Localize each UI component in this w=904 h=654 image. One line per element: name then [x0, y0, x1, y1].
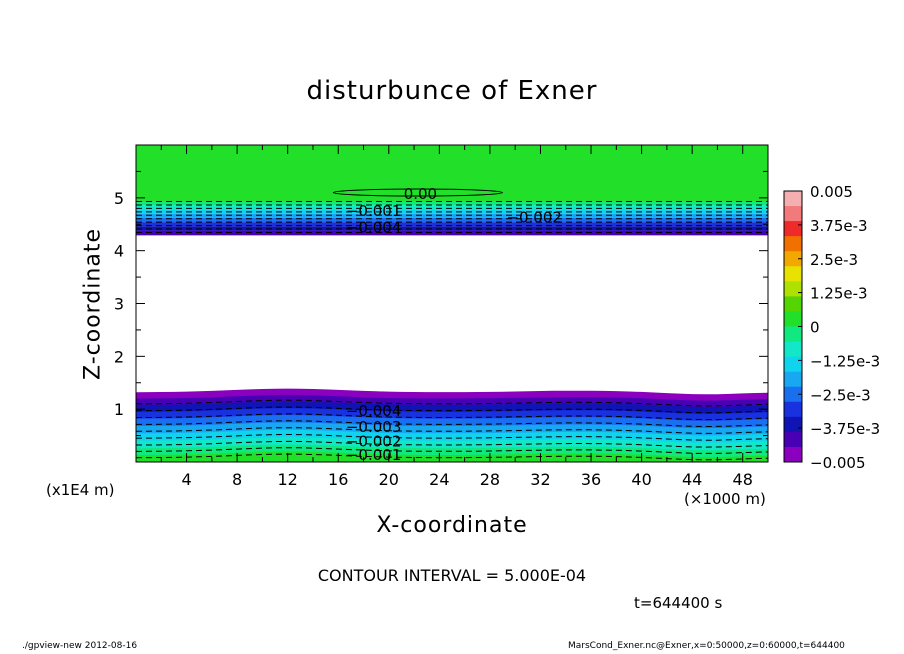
colorbar-swatch	[784, 206, 802, 222]
zero-contour-loop	[332, 188, 504, 197]
x-tick-label: 32	[530, 470, 550, 489]
x-tick-label: 8	[232, 470, 242, 489]
footer-right: MarsCond_Exner.nc@Exner,x=0:50000,z=0:60…	[568, 641, 845, 651]
x-tick-label: 24	[429, 470, 449, 489]
upper-band-0	[136, 201, 768, 206]
x-tick-label: 36	[581, 470, 601, 489]
colorbar: 0.005 3.75e-3 2.5e-3 1.25e-3 0 −1.25e-3 −2.5e-…	[783, 183, 880, 472]
colorbar-tick-label: 2.5e-3	[810, 251, 858, 269]
x-axis-unit: (×1000 m)	[684, 490, 766, 508]
upper-band-4	[136, 217, 768, 223]
contour-label: −0.003	[346, 418, 402, 436]
contour-label: 0.00	[404, 185, 437, 203]
lower-contour-line	[135, 453, 769, 461]
y-axis: 1 2 3 4 5	[114, 170, 768, 437]
footer-left: ./gpview-new 2012-08-16	[22, 641, 138, 651]
upper-band-1	[136, 205, 768, 210]
chart-title: disturbunce of Exner	[306, 76, 598, 106]
colorbar-swatch	[784, 266, 802, 282]
colorbar-swatch	[784, 281, 802, 297]
lower-contour-line	[135, 406, 769, 414]
upper-zero-fill	[136, 145, 768, 202]
colorbar-swatch	[784, 446, 802, 463]
upper-band-5	[136, 222, 768, 227]
y-tick-label: 3	[114, 295, 124, 314]
contour-label: −0.002	[506, 208, 562, 226]
x-tick-label: 12	[278, 470, 298, 489]
colorbar-tick-label: −2.5e-3	[810, 386, 871, 404]
x-tick-label: 44	[682, 470, 702, 489]
lower-contour-line	[135, 433, 769, 441]
colorbar-swatch	[784, 251, 802, 267]
colorbar-swatch	[784, 236, 802, 252]
y-tick-label: 4	[114, 242, 124, 261]
colorbar-tick-label: −3.75e-3	[810, 420, 880, 438]
lower-contour-line	[136, 440, 769, 448]
x-axis: 4 8 12 16 20 24 28 32 36 40 44 48	[160, 145, 753, 489]
x-tick-label: 20	[379, 470, 399, 489]
contour-interval-label: CONTOUR INTERVAL = 5.000E-04	[317, 566, 587, 585]
contour-labels: 0.00−0.001 −0.002−0.004−0.004−0.003−0.002…	[346, 185, 562, 464]
x-tick-label: 28	[480, 470, 500, 489]
lower-contour-line	[135, 447, 769, 454]
x-axis-label: X-coordinate	[376, 513, 528, 538]
lower-contour-line	[136, 420, 769, 428]
colorbar-swatch	[784, 296, 802, 312]
lower-band-9	[136, 451, 768, 462]
colorbar-swatch	[784, 311, 802, 327]
plot-fills	[136, 145, 768, 462]
colorbar-tick-label: 1.25e-3	[810, 285, 868, 303]
colorbar-tick-label: 3.75e-3	[810, 217, 868, 235]
colorbar-swatch	[784, 221, 802, 237]
y-tick-label: 5	[114, 189, 124, 208]
x-tick-label: 40	[631, 470, 651, 489]
contour-label: −0.004	[346, 402, 402, 420]
colorbar-tick-label: −1.25e-3	[810, 352, 880, 370]
colorbar-tick-label: −0.005	[810, 454, 866, 472]
colorbar-swatch	[784, 371, 802, 388]
y-axis-label: Z-coordinate	[80, 228, 106, 380]
plot-contours	[135, 188, 769, 461]
colorbar-swatch	[784, 326, 802, 343]
x-tick-label: 4	[181, 470, 191, 489]
colorbar-tick-label: 0.005	[810, 183, 853, 201]
upper-band-7	[136, 230, 768, 236]
colorbar-swatch	[784, 431, 802, 448]
contour-label: −0.001	[346, 202, 402, 220]
colorbar-tick-label: 0	[810, 319, 820, 337]
colorbar-swatch	[784, 356, 802, 373]
upper-band-3	[136, 213, 768, 218]
contour-label: −0.001	[346, 446, 402, 464]
x-tick-label: 48	[733, 470, 753, 489]
lower-contour-line	[135, 413, 769, 421]
colorbar-swatch	[784, 191, 802, 207]
x-tick-label: 16	[328, 470, 348, 489]
colorbar-swatch	[784, 401, 802, 418]
contour-label: −0.002	[346, 432, 402, 450]
y-tick-label: 2	[114, 347, 124, 366]
colorbar-swatch	[784, 416, 802, 433]
lower-contour-line	[135, 427, 769, 434]
contour-label: −0.004	[346, 218, 402, 236]
y-axis-unit: (x1E4 m)	[46, 481, 115, 499]
colorbar-swatch	[784, 341, 802, 358]
upper-band-6	[136, 226, 768, 231]
time-label: t=644400 s	[634, 594, 723, 612]
lower-contour-line	[136, 399, 769, 407]
y-tick-label: 1	[114, 400, 124, 419]
colorbar-swatch	[784, 386, 802, 403]
